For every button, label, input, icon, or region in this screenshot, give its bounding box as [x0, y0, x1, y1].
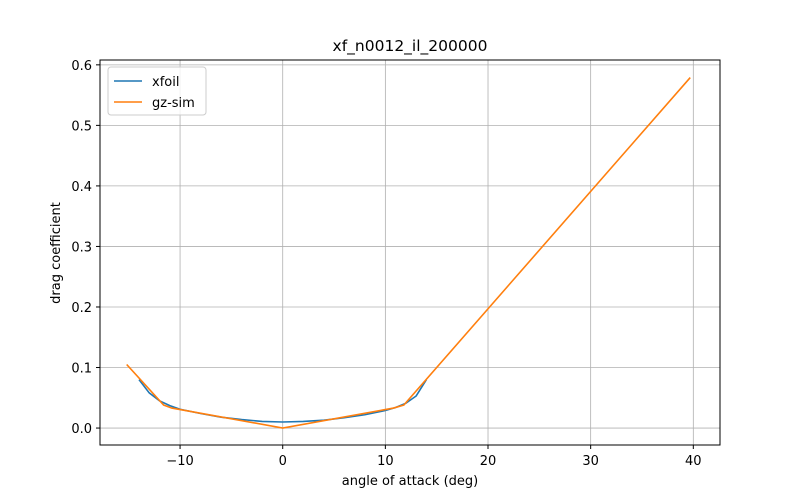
line [126, 77, 691, 429]
legend-box [107, 66, 207, 116]
legend-label: xfoil [152, 75, 179, 90]
y-tick-label: 0.4 [71, 180, 92, 195]
y-axis-label: drag coefficient [49, 202, 64, 304]
chart-title: xf_n0012_il_200000 [333, 37, 488, 56]
x-tick-label: 10 [377, 454, 394, 469]
y-tick-label: 0.2 [71, 301, 92, 316]
y-tick-label: 0.3 [71, 240, 92, 255]
x-tick-label: −10 [166, 454, 193, 469]
y-tick-label: 0.0 [71, 422, 92, 437]
x-axis-label: angle of attack (deg) [342, 474, 478, 489]
y-tick-label: 0.5 [71, 119, 92, 134]
y-tick-label: 0.1 [71, 362, 92, 377]
y-tick-label: 0.6 [71, 59, 92, 74]
x-tick-label: 40 [685, 454, 702, 469]
x-tick-label: 30 [582, 454, 599, 469]
x-tick-label: 0 [279, 454, 287, 469]
legend-label: gz-sim [152, 96, 195, 111]
x-tick-label: 20 [480, 454, 497, 469]
plot-frame [99, 59, 721, 446]
